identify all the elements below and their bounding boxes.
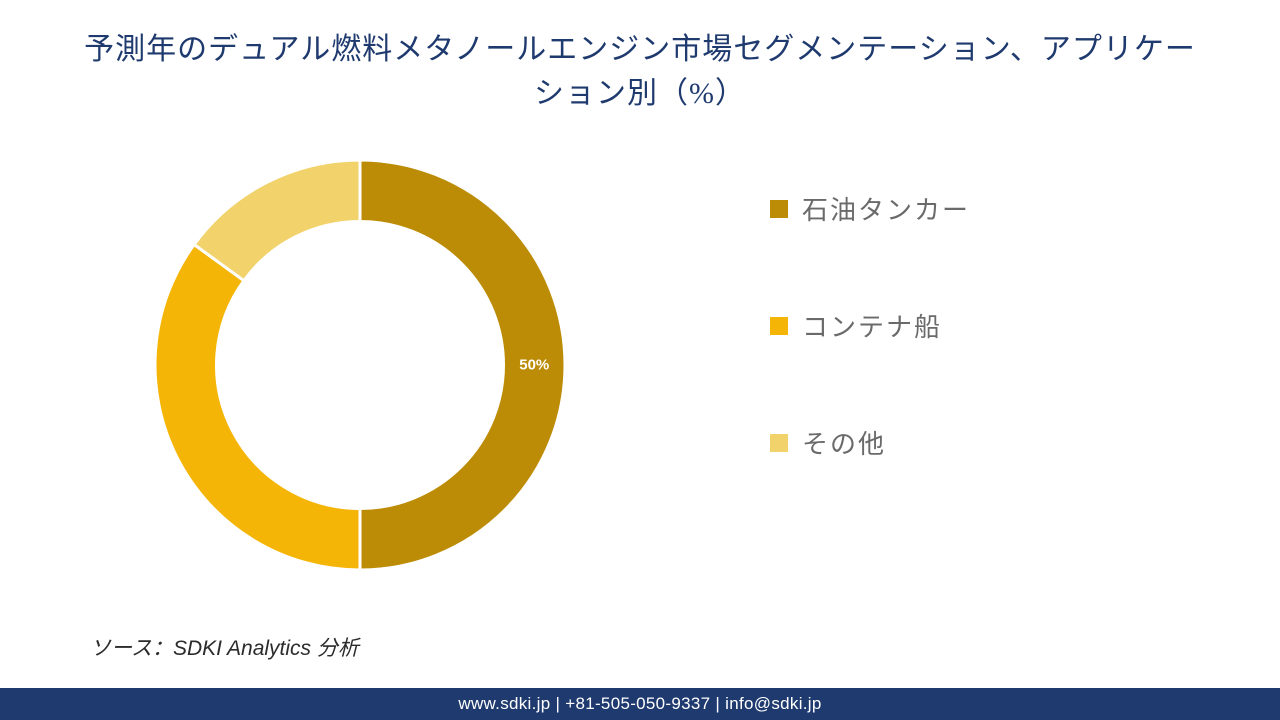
legend-swatch <box>770 317 788 335</box>
donut-slice <box>155 245 360 570</box>
legend-item: コンテナ船 <box>770 307 970 344</box>
legend-item: 石油タンカー <box>770 190 970 227</box>
legend-swatch <box>770 200 788 218</box>
chart-title: 予測年のデュアル燃料メタノールエンジン市場セグメンテーション、アプリケーション別… <box>0 0 1280 115</box>
donut-slice <box>194 160 360 281</box>
legend-swatch <box>770 434 788 452</box>
donut-chart: 50% <box>155 160 565 570</box>
legend-label: その他 <box>802 424 886 461</box>
legend-item: その他 <box>770 424 970 461</box>
legend: 石油タンカーコンテナ船その他 <box>770 190 970 461</box>
content-area: 50% 石油タンカーコンテナ船その他 <box>0 150 1280 630</box>
legend-label: 石油タンカー <box>802 190 970 227</box>
legend-label: コンテナ船 <box>802 307 942 344</box>
footer-bar: www.sdki.jp | +81-505-050-9337 | info@sd… <box>0 688 1280 720</box>
donut-slice <box>360 160 565 570</box>
source-attribution: ソース：SDKI Analytics 分析 <box>90 632 359 662</box>
